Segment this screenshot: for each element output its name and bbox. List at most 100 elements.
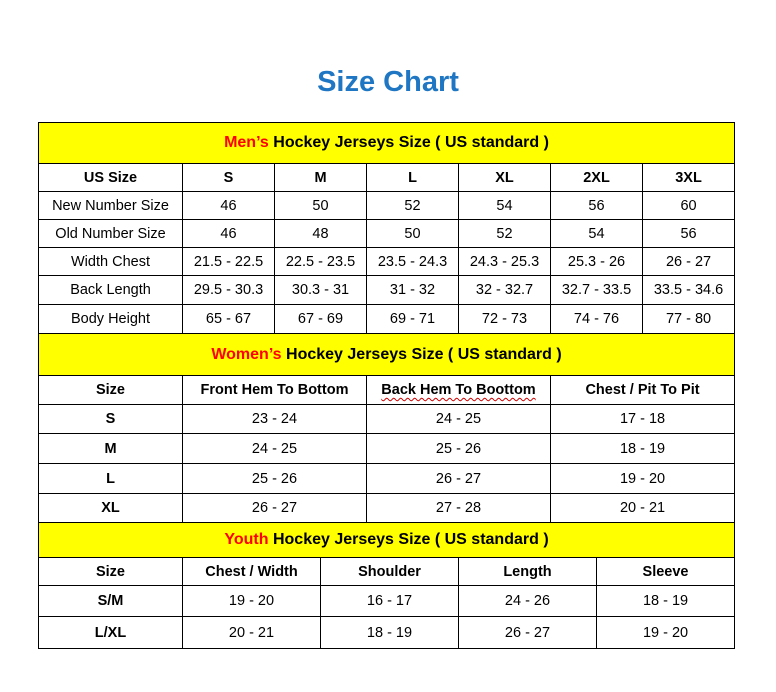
table-cell: 16 - 17 [320, 585, 459, 617]
table-cell: 20 - 21 [549, 493, 736, 523]
section-heading: Youth Hockey Jerseys Size ( US standard … [37, 522, 736, 558]
table-cell: 48 [274, 219, 367, 248]
table-cell: 26 - 27 [458, 616, 597, 649]
table-cell: 22.5 - 23.5 [274, 247, 367, 276]
page-title: Size Chart [317, 66, 459, 98]
table-cell: 60 [641, 191, 736, 220]
row-label: S/M [38, 585, 183, 617]
section-heading-highlight: Women’s [211, 345, 282, 363]
size-chart: Men’s Hockey Jerseys Size ( US standard … [37, 122, 736, 649]
table-cell: 19 - 20 [182, 585, 321, 617]
column-header: Sleeve [595, 557, 736, 586]
table-cell: 19 - 20 [595, 616, 736, 649]
table-cell: 52 [458, 219, 551, 248]
table-cell: 25 - 26 [182, 463, 367, 494]
row-label: Body Height [38, 304, 183, 334]
table-cell: 23.5 - 24.3 [366, 247, 459, 276]
column-header: XL [458, 163, 551, 192]
section-heading: Men’s Hockey Jerseys Size ( US standard … [37, 122, 736, 164]
column-header: Size [38, 375, 183, 405]
womens-size-table: Women’s Hockey Jerseys Size ( US standar… [37, 333, 736, 523]
section-heading-text: Hockey Jerseys Size ( US standard ) [268, 134, 549, 151]
row-label: Back Length [38, 275, 183, 305]
table-cell: 18 - 19 [549, 433, 736, 464]
column-header: 2XL [550, 163, 643, 192]
table-cell: 56 [550, 191, 643, 220]
table-cell: 54 [550, 219, 643, 248]
table-row: L/XL 20 - 21 18 - 19 26 - 27 19 - 20 [38, 616, 736, 649]
table-cell: 18 - 19 [320, 616, 459, 649]
table-cell: 65 - 67 [182, 304, 275, 334]
column-header: Chest / Width [182, 557, 321, 586]
row-label: L [38, 463, 183, 494]
section-heading-highlight: Youth [224, 531, 269, 548]
table-cell: 24 - 25 [182, 433, 367, 464]
section-header-row: Women’s Hockey Jerseys Size ( US standar… [37, 333, 736, 376]
table-cell: 26 - 27 [366, 463, 551, 494]
column-header-row: Size Chest / Width Shoulder Length Sleeve [38, 557, 736, 586]
section-header-row: Men’s Hockey Jerseys Size ( US standard … [37, 122, 736, 164]
column-header: S [182, 163, 275, 192]
column-header: 3XL [641, 163, 736, 192]
table-cell: 26 - 27 [182, 493, 367, 523]
table-cell: 20 - 21 [182, 616, 321, 649]
column-header: Size [38, 557, 183, 586]
table-cell: 25.3 - 26 [550, 247, 643, 276]
section-heading-text: Hockey Jerseys Size ( US standard ) [281, 345, 562, 363]
table-row: Width Chest 21.5 - 22.5 22.5 - 23.5 23.5 - … [38, 247, 736, 276]
table-cell: 72 - 73 [458, 304, 551, 334]
column-header-text: Back Hem To Boottom [381, 382, 536, 398]
column-header: Front Hem To Bottom [182, 375, 367, 405]
table-cell: 32.7 - 33.5 [550, 275, 643, 305]
column-header: Chest / Pit To Pit [549, 375, 736, 405]
table-cell: 30.3 - 31 [274, 275, 367, 305]
table-cell: 24.3 - 25.3 [458, 247, 551, 276]
column-header: Shoulder [320, 557, 459, 586]
section-heading-text: Hockey Jerseys Size ( US standard ) [268, 531, 549, 548]
section-heading-highlight: Men’s [224, 134, 269, 151]
table-cell: 21.5 - 22.5 [182, 247, 275, 276]
row-label: L/XL [38, 616, 183, 649]
table-cell: 29.5 - 30.3 [182, 275, 275, 305]
table-cell: 17 - 18 [549, 404, 736, 434]
table-row: Back Length 29.5 - 30.3 30.3 - 31 31 - 32 32… [38, 275, 736, 305]
table-cell: 69 - 71 [366, 304, 459, 334]
table-cell: 50 [274, 191, 367, 220]
table-cell: 54 [458, 191, 551, 220]
table-cell: 74 - 76 [550, 304, 643, 334]
table-row: M 24 - 25 25 - 26 18 - 19 [38, 433, 736, 464]
table-row: S/M 19 - 20 16 - 17 24 - 26 18 - 19 [38, 585, 736, 617]
table-cell: 67 - 69 [274, 304, 367, 334]
table-cell: 31 - 32 [366, 275, 459, 305]
table-cell: 27 - 28 [366, 493, 551, 523]
table-cell: 26 - 27 [641, 247, 736, 276]
column-header: Back Hem To Boottom [366, 375, 551, 405]
table-cell: 24 - 25 [366, 404, 551, 434]
table-cell: 77 - 80 [641, 304, 736, 334]
table-cell: 18 - 19 [595, 585, 736, 617]
table-row: Old Number Size 46 48 50 52 54 56 [38, 219, 736, 248]
column-header: Length [458, 557, 597, 586]
table-row: L 25 - 26 26 - 27 19 - 20 [38, 463, 736, 494]
column-header: M [274, 163, 367, 192]
section-heading: Women’s Hockey Jerseys Size ( US standar… [37, 333, 736, 376]
row-label: Width Chest [38, 247, 183, 276]
row-label: XL [38, 493, 183, 523]
table-cell: 46 [182, 191, 275, 220]
row-label: Old Number Size [38, 219, 183, 248]
table-cell: 24 - 26 [458, 585, 597, 617]
table-cell: 23 - 24 [182, 404, 367, 434]
row-label: M [38, 433, 183, 464]
table-cell: 33.5 - 34.6 [641, 275, 736, 305]
youth-size-table: Youth Hockey Jerseys Size ( US standard … [37, 522, 736, 649]
table-cell: 46 [182, 219, 275, 248]
table-cell: 32 - 32.7 [458, 275, 551, 305]
table-cell: 19 - 20 [549, 463, 736, 494]
table-row: Body Height 65 - 67 67 - 69 69 - 71 72 - 73 7… [38, 304, 736, 334]
column-header: US Size [38, 163, 183, 192]
table-cell: 50 [366, 219, 459, 248]
table-row: New Number Size 46 50 52 54 56 60 [38, 191, 736, 220]
section-header-row: Youth Hockey Jerseys Size ( US standard … [37, 522, 736, 558]
column-header-row: US Size S M L XL 2XL 3XL [38, 163, 736, 192]
column-header: L [366, 163, 459, 192]
